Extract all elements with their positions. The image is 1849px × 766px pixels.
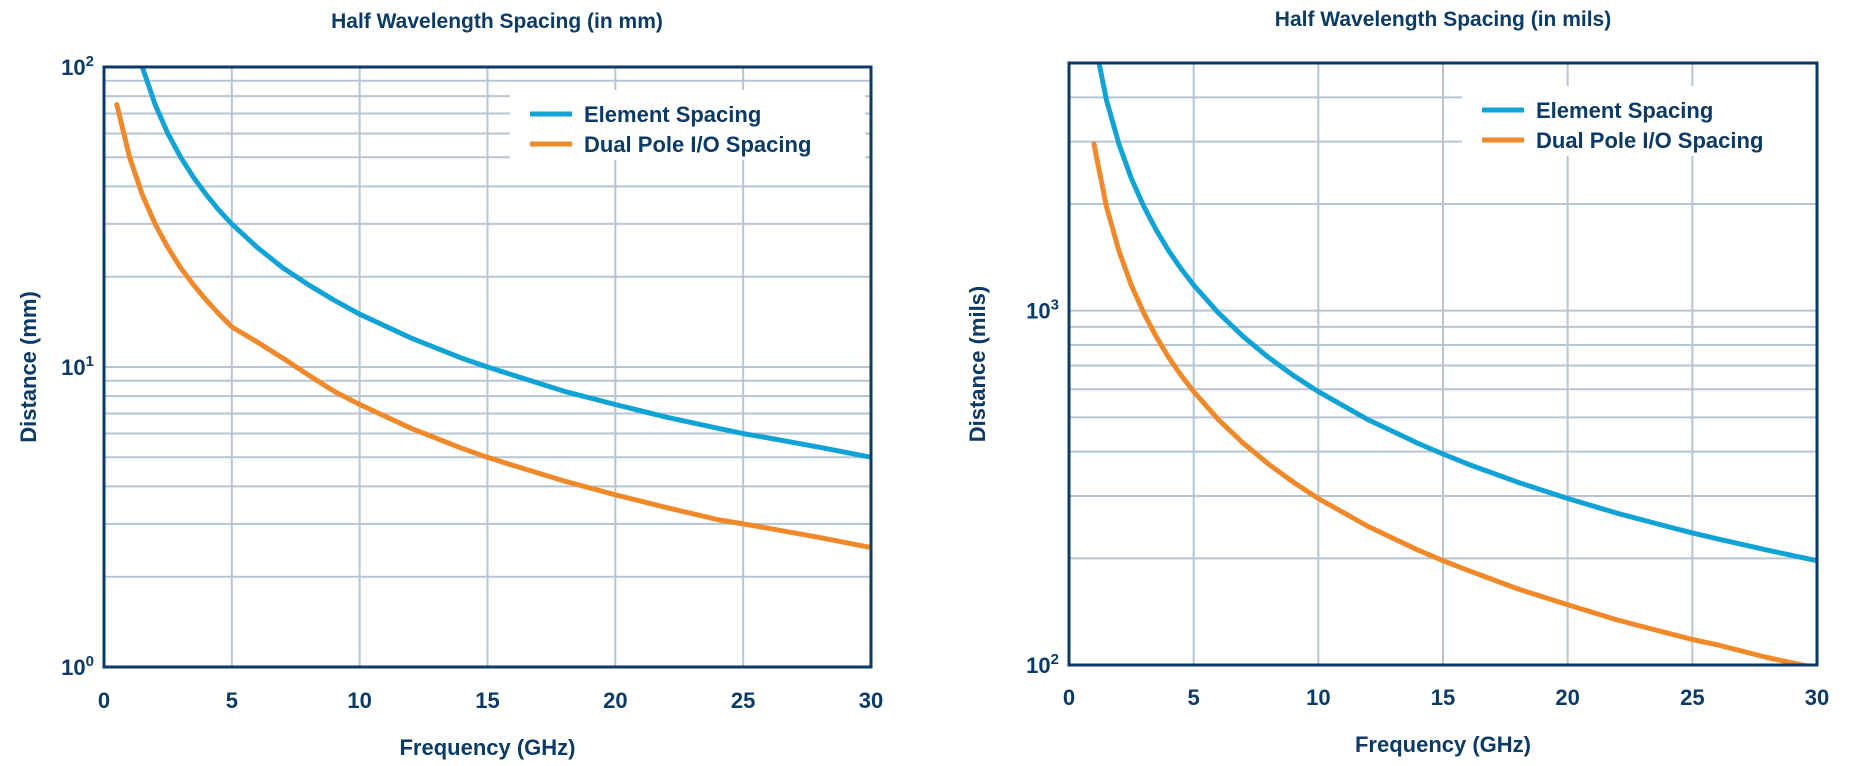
y-tick-label: 103 (1026, 297, 1059, 324)
series-line-dual-pole-io-spacing (114, 102, 871, 551)
plot-frame (102, 65, 873, 669)
legend-background (1462, 86, 1817, 156)
x-tick-label: 15 (475, 688, 499, 713)
x-axis-label: Frequency (GHz) (1355, 732, 1531, 757)
x-tick-label: 20 (1555, 685, 1579, 710)
y-tick-label: 102 (1026, 651, 1059, 678)
y-axis-label: Distance (mils) (965, 286, 990, 443)
chart-title: Half Wavelength Spacing (in mils) (1275, 8, 1611, 31)
legend-label: Dual Pole I/O Spacing (1536, 128, 1763, 153)
y-tick-label: 100 (61, 653, 94, 680)
legend-background (510, 90, 865, 160)
x-tick-label: 10 (347, 688, 371, 713)
plot-frame (1067, 61, 1819, 667)
y-tick-label: 102 (61, 53, 94, 80)
legend: Element Spacing Dual Pole I/O Spacing (510, 90, 865, 160)
legend-label: Element Spacing (1536, 98, 1713, 123)
chart-2: Element Spacing Dual Pole I/O Spacing 0 5 10… (965, 8, 1829, 757)
legend-label: Element Spacing (584, 102, 761, 127)
x-tick-label: 25 (1680, 685, 1704, 710)
x-tick-label: 10 (1306, 685, 1330, 710)
x-tick-label: 5 (1188, 685, 1200, 710)
x-tick-label: 0 (98, 688, 110, 713)
x-tick-label: 30 (859, 688, 883, 713)
x-tick-label: 5 (226, 688, 238, 713)
x-tick-label: 15 (1431, 685, 1455, 710)
x-tick-label: 30 (1805, 685, 1829, 710)
y-axis-label: Distance (mm) (16, 291, 41, 443)
chart-title: Half Wavelength Spacing (in mm) (331, 10, 663, 33)
x-tick-label: 25 (731, 688, 755, 713)
series-line-element-spacing (139, 67, 871, 460)
legend: Element Spacing Dual Pole I/O Spacing (1462, 86, 1817, 156)
x-tick-label: 0 (1063, 685, 1075, 710)
legend-label: Dual Pole I/O Spacing (584, 132, 811, 157)
x-axis-label: Frequency (GHz) (399, 735, 575, 760)
y-tick-label: 101 (61, 353, 94, 380)
series-line-dual-pole-io-spacing (1091, 141, 1815, 665)
series-line-element-spacing (1096, 63, 1817, 564)
chart-1: Element Spacing Dual Pole I/O Spacing 0 5 10… (16, 10, 883, 760)
x-tick-label: 20 (603, 688, 627, 713)
